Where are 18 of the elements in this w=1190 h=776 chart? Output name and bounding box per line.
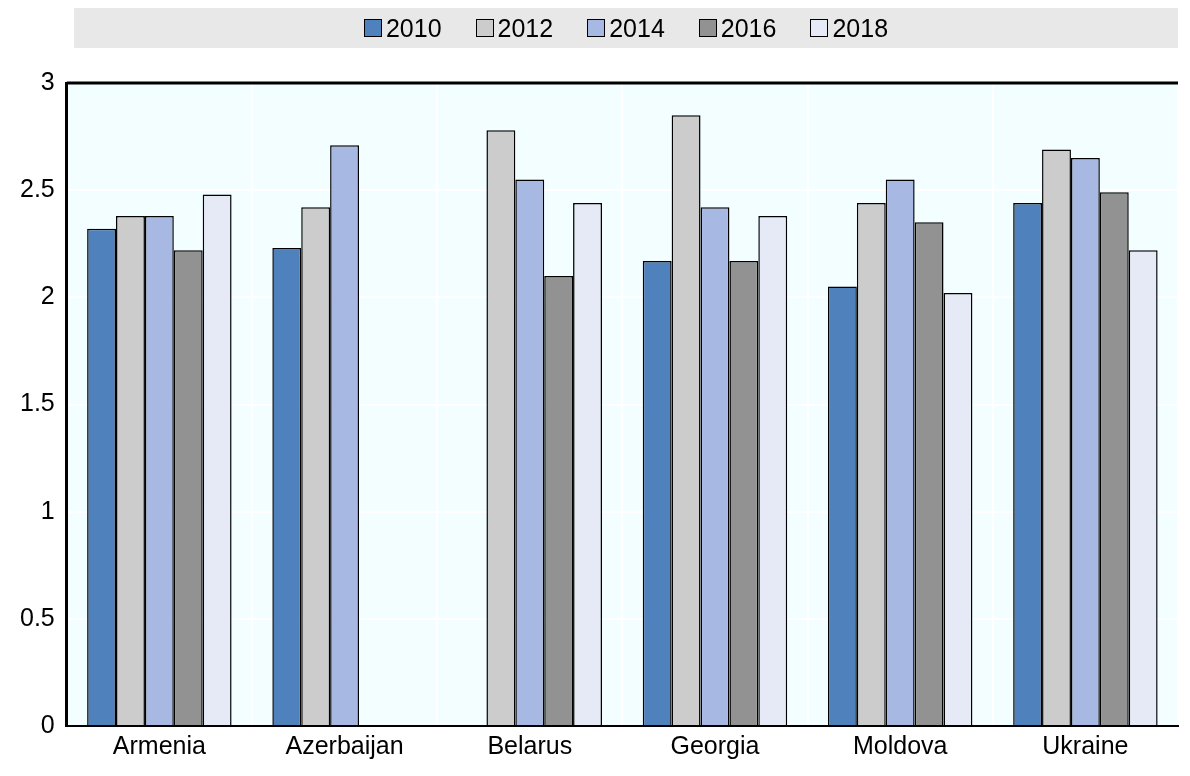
y-tick-label: 2 — [40, 281, 55, 310]
legend-label: 2014 — [609, 13, 665, 43]
legend-label: 2012 — [497, 13, 554, 43]
y-tick-label: 1.5 — [19, 388, 55, 417]
legend-label: 2016 — [720, 13, 777, 43]
legend-label: 2018 — [832, 13, 889, 43]
x-tick-label: Moldova — [852, 730, 948, 759]
x-tick-label: Georgia — [670, 730, 760, 759]
y-tick-label: 0 — [40, 709, 55, 738]
y-tick-label: 0.5 — [19, 602, 55, 631]
y-tick-label: 3 — [40, 66, 55, 95]
x-tick-label: Armenia — [112, 730, 206, 759]
x-tick-label: Azerbaijan — [285, 730, 404, 759]
y-tick-label: 1 — [40, 495, 55, 524]
y-tick-label: 2.5 — [19, 174, 55, 203]
x-tick-label: Ukraine — [1042, 730, 1129, 759]
legend-label: 2010 — [385, 13, 442, 43]
x-tick-label: Belarus — [487, 730, 573, 759]
